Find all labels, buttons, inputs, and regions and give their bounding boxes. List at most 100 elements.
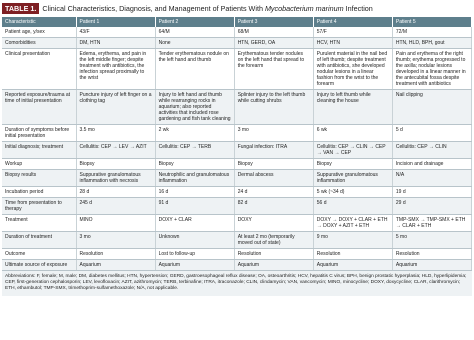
cell: Cellulitis: CEP → CLIN: [392, 141, 473, 159]
cell: Aquarium: [155, 259, 235, 271]
cell: 9 mo: [313, 231, 393, 249]
cell: 5 mo: [392, 231, 473, 249]
header-row: Characteristic Patient 1 Patient 2 Patient …: [2, 17, 473, 27]
table-row: Initial diagnosis; treatment Cellulitis: …: [2, 141, 473, 159]
cell: Resolution: [234, 248, 314, 260]
cell: Cellulitis: CEP → TERB: [155, 141, 235, 159]
row-label: Ultimate source of exposure: [2, 259, 77, 271]
cell: 3 mo: [76, 231, 156, 249]
cell: At least 2 mo (temporarily moved out of …: [234, 231, 314, 249]
cell: Cellulitis: CEP → LEV → AZIT: [76, 141, 156, 159]
cell: Unknown: [155, 231, 235, 249]
cell: Aquarium: [392, 259, 473, 271]
cell: 19 d: [392, 186, 473, 198]
cell: Aquarium: [76, 259, 156, 271]
table-row: Biopsy results Suppurative granulomatous …: [2, 169, 473, 187]
cell: MINO: [76, 214, 156, 232]
cell: Incision and drainage: [392, 158, 473, 170]
row-label: Comorbidities: [2, 37, 77, 49]
row-label: Outcome: [2, 248, 77, 260]
title-italic: Mycobacterium marinum: [264, 4, 344, 13]
table-row: Clinical presentation Edema, erythema, an…: [2, 48, 473, 90]
cell: Biopsy: [76, 158, 156, 170]
cell: 91 d: [155, 197, 235, 215]
cell: Suppurative granulomatous inflammation: [313, 169, 393, 187]
table-row: Reported exposure/trauma at time of init…: [2, 89, 473, 125]
table-row: Ultimate source of exposure Aquarium Aquar…: [2, 259, 473, 271]
cell: Fungal infection: ITRA: [234, 141, 314, 159]
table-row: Time from presentation to therapy 245 d 91…: [2, 197, 473, 215]
row-label: Duration of treatment: [2, 231, 77, 249]
cell: 5 wk (~34 d): [313, 186, 393, 198]
cell: DOXY → DOXY + CLAR + ETH → DOXY + AZIT +…: [313, 214, 393, 232]
cell: 24 d: [234, 186, 314, 198]
cell: TMP-SMX → TMP-SMX + ETH → CLAR + ETH: [392, 214, 473, 232]
cell: Splinter injury to the left thumb while …: [234, 89, 314, 125]
table-title: TABLE 1. Clinical Characteristics, Diagno…: [2, 2, 472, 17]
cell: 28 d: [76, 186, 156, 198]
header-cell: Patient 3: [234, 17, 314, 27]
table-row: Duration of symptoms before initial pres…: [2, 124, 473, 142]
cell: Biopsy: [155, 158, 235, 170]
cell: HTN, GERD, OA: [234, 37, 314, 49]
row-label: Biopsy results: [2, 169, 77, 187]
cell: Biopsy: [313, 158, 393, 170]
table: Characteristic Patient 1 Patient 2 Patient …: [2, 17, 473, 271]
header-cell: Patient 4: [313, 17, 393, 27]
cell: Resolution: [313, 248, 393, 260]
cell: Cellulitis: CEP → CLIN → CEP → VAN → CEP: [313, 141, 393, 159]
cell: 16 d: [155, 186, 235, 198]
cell: Injury to left thumb while cleaning the …: [313, 89, 393, 125]
row-label: Initial diagnosis; treatment: [2, 141, 77, 159]
cell: Aquarium: [234, 259, 314, 271]
table-row: Treatment MINO DOXY + CLAR DOXY DOXY → DOXY …: [2, 214, 473, 232]
cell: 2 wk: [155, 124, 235, 142]
cell: Resolution: [392, 248, 473, 260]
table-row: Outcome Resolution Lost to follow-up Resolu…: [2, 248, 473, 260]
cell: 57/F: [313, 27, 393, 38]
row-label: Duration of symptoms before initial pres…: [2, 124, 77, 142]
table-row: Duration of treatment 3 mo Unknown At least…: [2, 231, 473, 249]
cell: 245 d: [76, 197, 156, 215]
cell: DM, HTN: [76, 37, 156, 49]
cell: Lost to follow-up: [155, 248, 235, 260]
title-text: Clinical Characteristics, Diagnosis, and…: [42, 4, 263, 13]
row-label: Workup: [2, 158, 77, 170]
cell: 6 wk: [313, 124, 393, 142]
cell: Tender erythematous nodule on the left h…: [155, 48, 235, 90]
table-row: Workup Biopsy Biopsy Biopsy Biopsy Incision a…: [2, 158, 473, 170]
header-cell: Patient 2: [155, 17, 235, 27]
cell: Aquarium: [313, 259, 393, 271]
header-cell: Patient 1: [76, 17, 156, 27]
table-row: Comorbidities DM, HTN None HTN, GERD, OA HCV…: [2, 37, 473, 49]
cell: Suppurative granulomatous inflammation w…: [76, 169, 156, 187]
cell: Injury to left hand and thumb while rear…: [155, 89, 235, 125]
title-end: Infection: [345, 4, 373, 13]
cell: 3.5 mo: [76, 124, 156, 142]
row-label: Incubation period: [2, 186, 77, 198]
cell: DOXY + CLAR: [155, 214, 235, 232]
cell: 56 d: [313, 197, 393, 215]
header-cell: Characteristic: [2, 17, 77, 27]
footnote: Abbreviations: F, female; M, male; DM, d…: [2, 271, 472, 296]
cell: Resolution: [76, 248, 156, 260]
cell: 68/M: [234, 27, 314, 38]
cell: Erythematous tender nodules on the left …: [234, 48, 314, 90]
cell: Biopsy: [234, 158, 314, 170]
cell: 82 d: [234, 197, 314, 215]
header-cell: Patient 5: [392, 17, 473, 27]
cell: Neutrophilic and granulomatous inflammat…: [155, 169, 235, 187]
cell: HTN, HLD, BPH, gout: [392, 37, 473, 49]
cell: Edema, erythema, and pain in the left mi…: [76, 48, 156, 90]
cell: Purulent material in the nail bed of lef…: [313, 48, 393, 90]
cell: None: [155, 37, 235, 49]
cell: 64/M: [155, 27, 235, 38]
row-label: Patient age, y/sex: [2, 27, 77, 38]
cell: 43/F: [76, 27, 156, 38]
cell: 5 d: [392, 124, 473, 142]
table-row: Patient age, y/sex 43/F 64/M 68/M 57/F 72/M: [2, 27, 473, 38]
row-label: Clinical presentation: [2, 48, 77, 90]
cell: Puncture injury of left finger on a clot…: [76, 89, 156, 125]
